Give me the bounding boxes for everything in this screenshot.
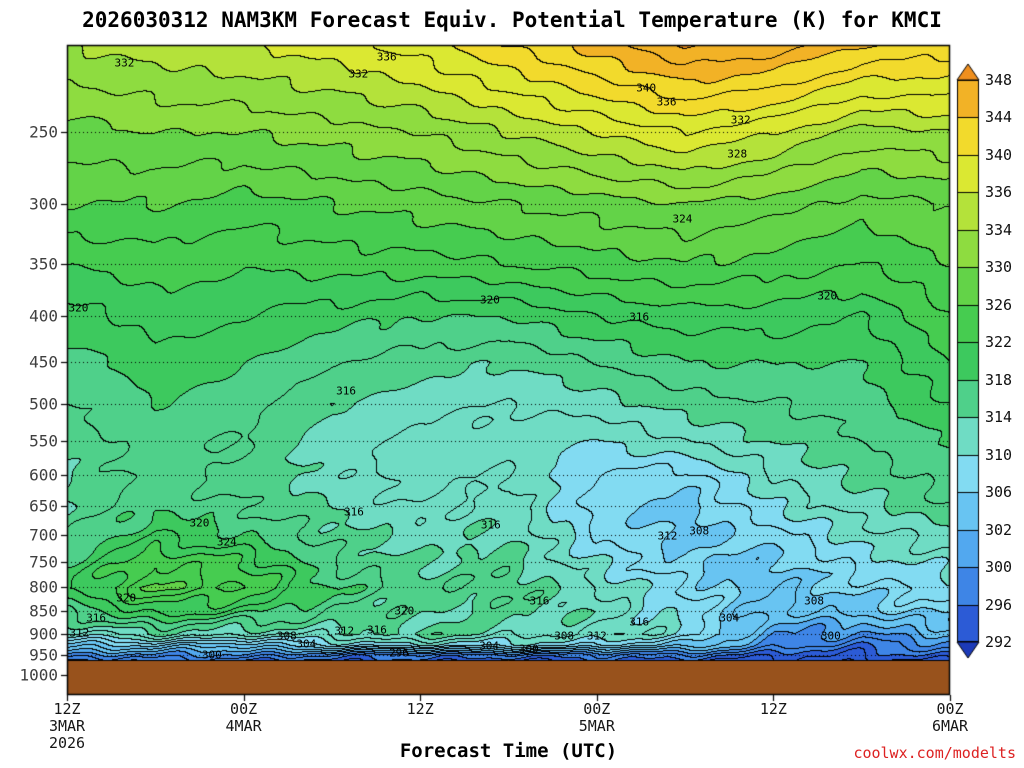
watermark-link[interactable]: coolwx.com/modelts [853, 744, 1016, 762]
x-axis-title: Forecast Time (UTC) [399, 740, 618, 762]
